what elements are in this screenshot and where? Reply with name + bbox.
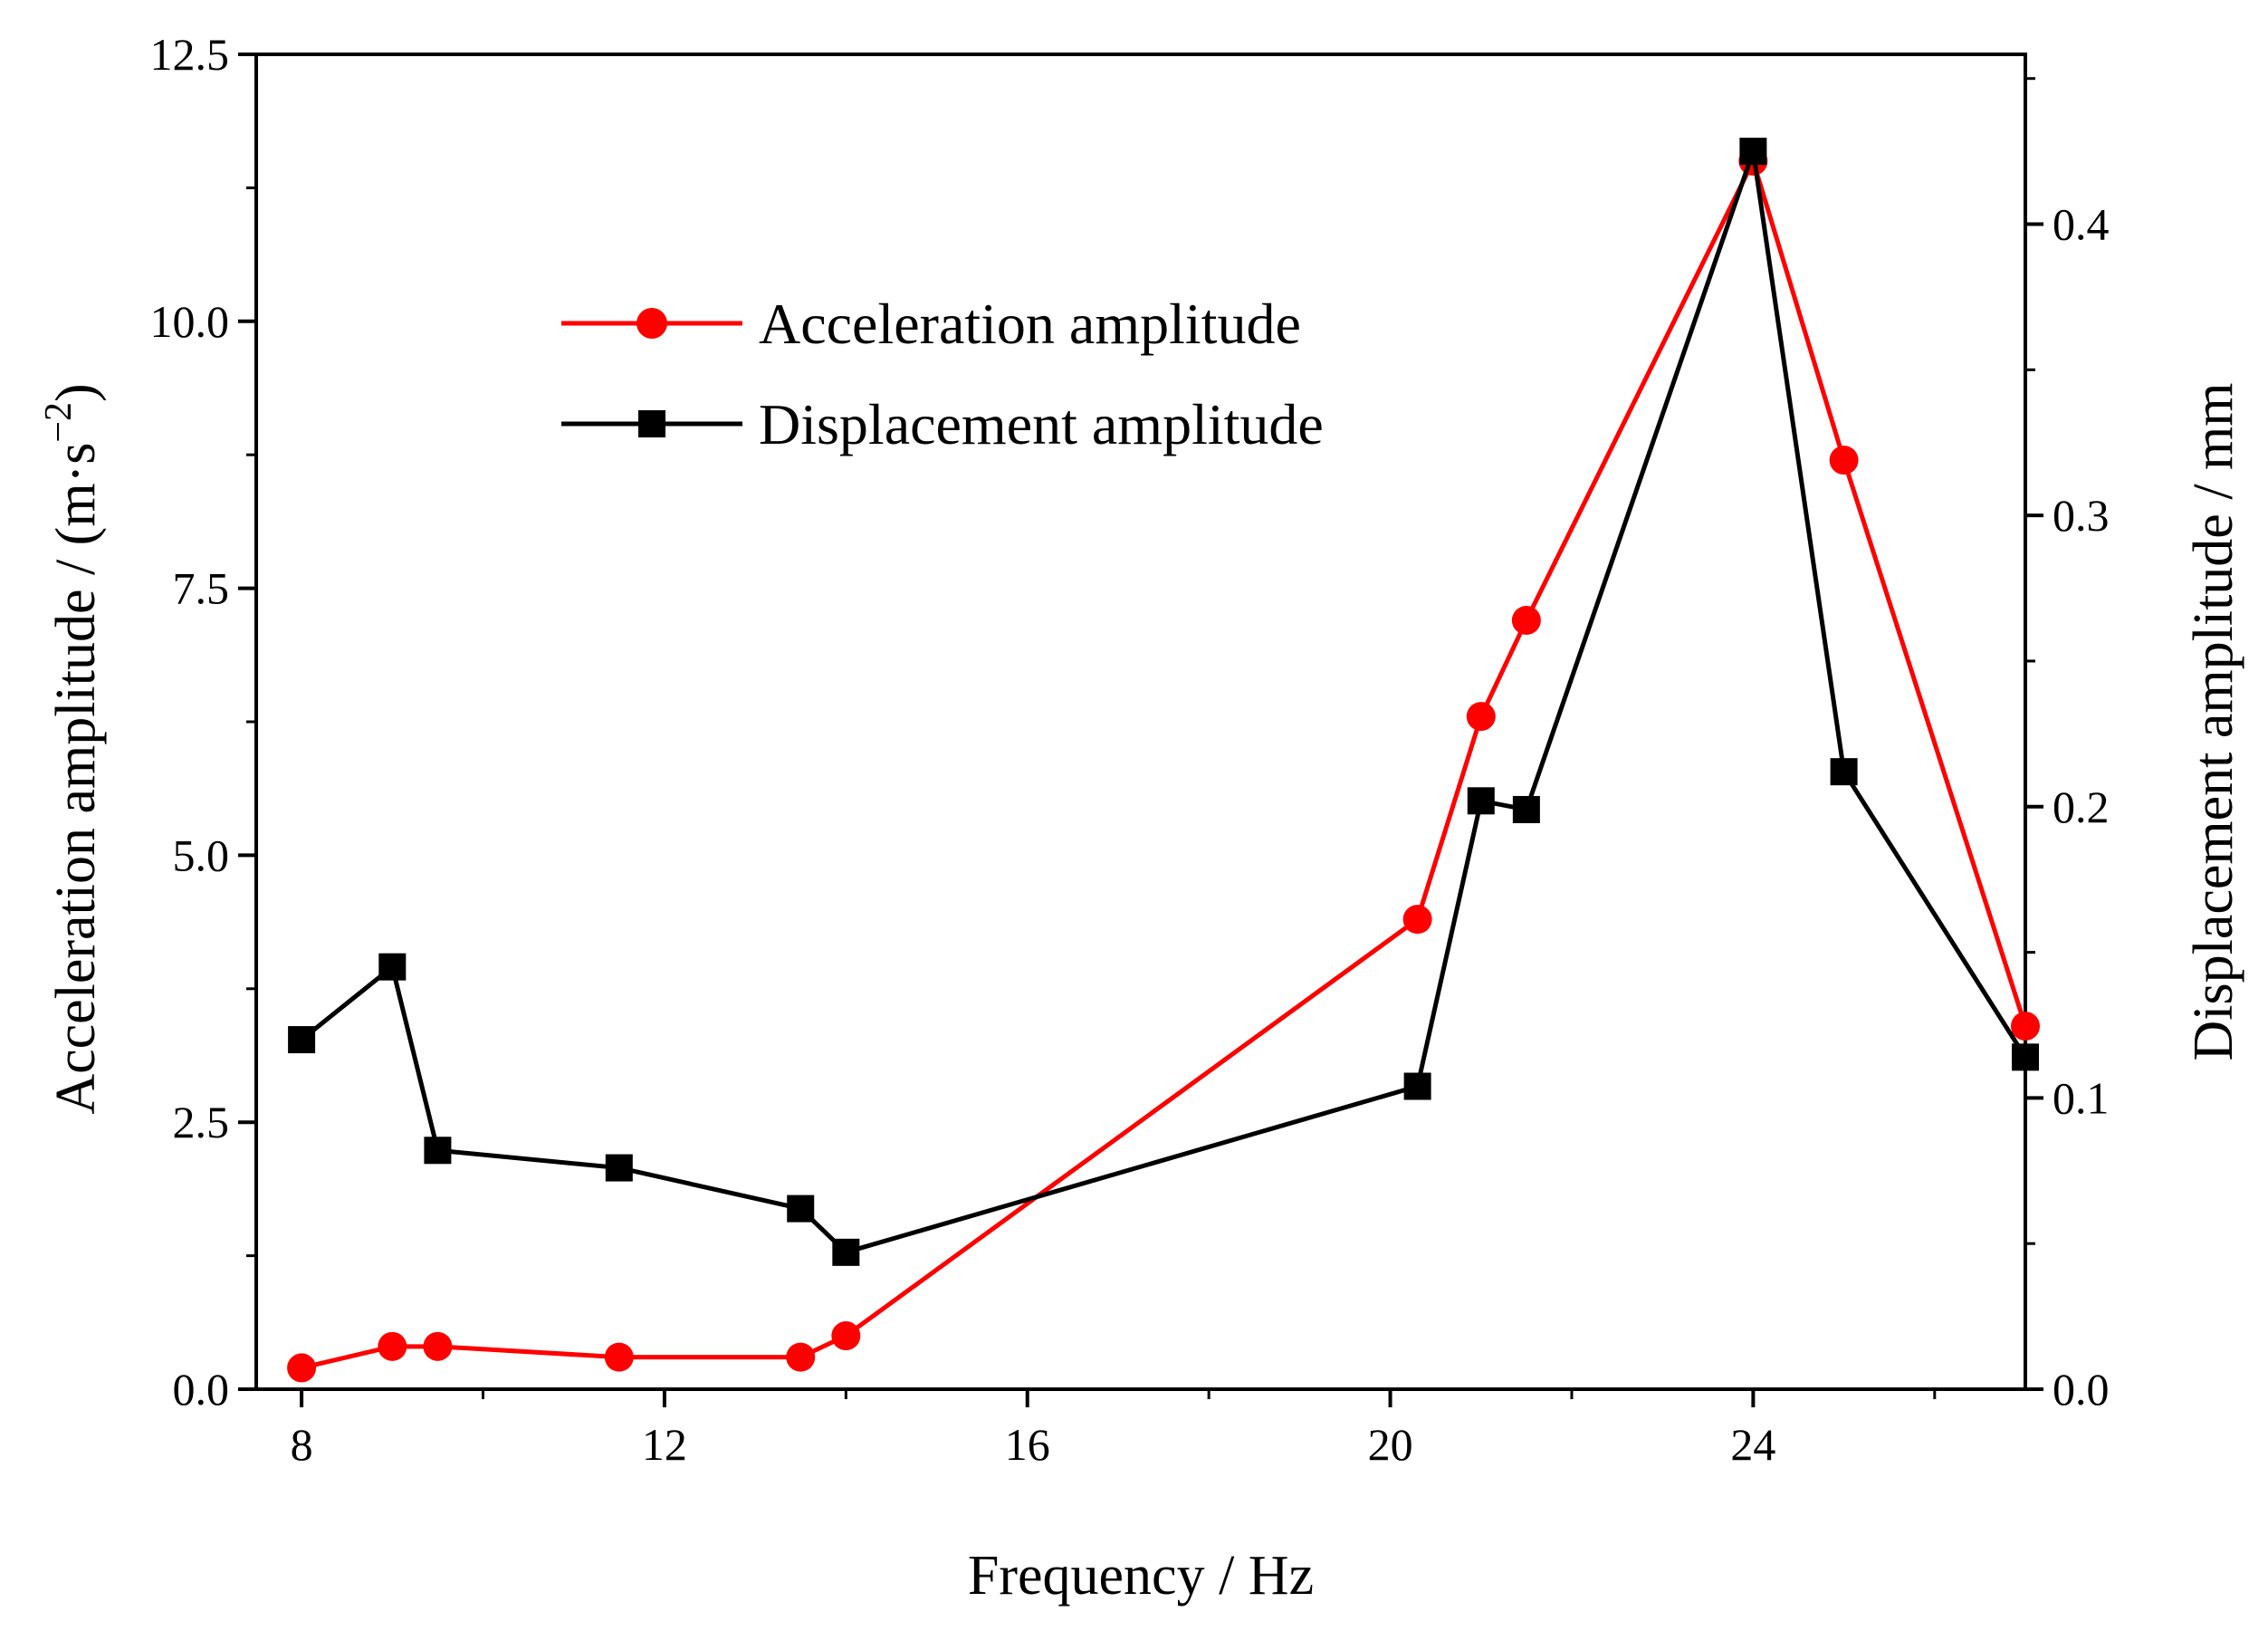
y-left-axis-title: Acceleration amplitude / (m·s−2)	[38, 383, 107, 1114]
y-left-tick-label: 10.0	[150, 296, 230, 347]
y-left-tick-label: 12.5	[150, 29, 230, 80]
plot-frame	[254, 53, 2027, 1391]
y-left-tick-label: 2.5	[173, 1097, 230, 1147]
data-point-acceleration	[423, 1331, 453, 1361]
x-tick-label: 24	[1730, 1419, 1775, 1470]
data-point-displacement	[288, 1026, 316, 1054]
x-tick-label: 20	[1368, 1419, 1413, 1470]
x-tick-label: 12	[642, 1419, 687, 1470]
data-point-displacement	[1739, 138, 1767, 166]
x-axis-title: Frequency / Hz	[968, 1545, 1314, 1607]
data-point-acceleration	[378, 1331, 407, 1361]
y-left-tick-label: 7.5	[173, 563, 230, 614]
x-tick-label: 16	[1005, 1419, 1050, 1470]
data-point-acceleration	[1511, 605, 1541, 635]
data-point-acceleration	[1402, 905, 1432, 935]
data-point-acceleration	[604, 1342, 634, 1372]
legend-label-acceleration: Acceleration amplitude	[759, 292, 1301, 356]
data-point-displacement	[1403, 1072, 1431, 1100]
y-right-tick-label: 0.0	[2053, 1364, 2110, 1415]
data-point-displacement	[787, 1194, 815, 1223]
data-point-displacement	[1512, 795, 1540, 823]
y-right-tick-label: 0.3	[2053, 490, 2110, 541]
data-point-acceleration	[1466, 702, 1496, 732]
legend-marker-displacement	[638, 410, 665, 437]
axis-ticks	[238, 53, 2043, 1407]
y-left-tick-label: 0.0	[173, 1364, 230, 1415]
legend-label-displacement: Displacement amplitude	[759, 392, 1324, 456]
data-point-acceleration	[2011, 1012, 2040, 1041]
y-left-title-suffix: )	[45, 383, 107, 402]
legend: Acceleration amplitude Displacement ampl…	[561, 292, 1324, 456]
series-line-displacement	[300, 149, 2028, 1255]
legend-marker-acceleration	[636, 308, 667, 339]
data-point-displacement	[378, 953, 407, 981]
y-right-tick-label: 0.2	[2053, 782, 2110, 832]
data-point-displacement	[2012, 1043, 2039, 1071]
y-right-tick-label: 0.1	[2053, 1072, 2110, 1123]
y-left-tick-label: 5.0	[173, 830, 230, 880]
x-tick-label: 8	[291, 1419, 313, 1470]
data-point-acceleration	[1829, 446, 1859, 475]
data-point-displacement	[1467, 787, 1495, 815]
series-layer	[287, 138, 2040, 1383]
y-left-title-prefix: Acceleration amplitude / (m·s	[45, 443, 107, 1115]
data-point-displacement	[605, 1154, 633, 1182]
y-right-axis-title: Displacement amplitude / mm	[2183, 383, 2244, 1061]
y-right-tick-label: 0.4	[2053, 199, 2110, 250]
data-point-acceleration	[287, 1353, 317, 1383]
y-left-title-exponent: −2	[38, 402, 80, 443]
tick-labels: 8 12 16 20 24 0.0 2.5 5.0 7.5 10.0 12.5 0.0 0.1 0.2 0.…	[150, 29, 2110, 1470]
data-point-displacement	[1830, 758, 1858, 786]
data-point-displacement	[424, 1137, 452, 1165]
data-point-acceleration	[786, 1342, 816, 1372]
data-point-displacement	[832, 1238, 860, 1266]
data-point-acceleration	[831, 1321, 861, 1351]
